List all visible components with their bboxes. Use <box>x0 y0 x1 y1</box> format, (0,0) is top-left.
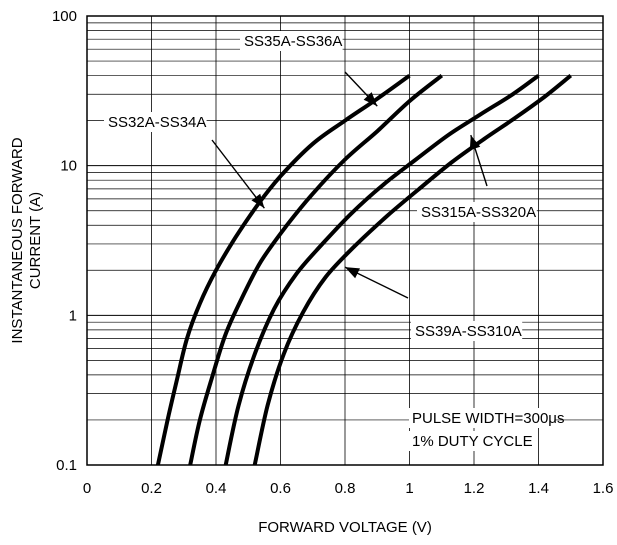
x-tick-label: 0.2 <box>141 480 162 497</box>
series-callouts: SS35A-SS36A SS32A-SS34A SS315A-SS320A SS39A… <box>104 31 564 451</box>
callout-arrow-head <box>363 92 378 107</box>
y-axis-label-line1: INSTANTANEOUS FORWARD <box>9 137 26 343</box>
y-tick-labels: 0.1 1 10 100 <box>52 8 77 474</box>
y-tick-label: 10 <box>60 158 77 175</box>
y-tick-label: 100 <box>52 8 77 25</box>
x-tick-labels: 0 0.2 0.4 0.6 0.8 1 1.2 1.4 1.6 <box>83 480 614 497</box>
x-tick-label: 1.2 <box>464 480 485 497</box>
callout-label: SS32A-SS34A <box>108 114 206 131</box>
callout-label-bg <box>411 321 523 341</box>
test-condition-note: PULSE WIDTH=300μs <box>412 410 564 427</box>
test-condition-note: 1% DUTY CYCLE <box>412 433 533 450</box>
x-tick-label: 0 <box>83 480 91 497</box>
series-line-4 <box>252 74 573 466</box>
x-tick-label: 0.4 <box>206 480 227 497</box>
x-tick-label: 1.4 <box>528 480 549 497</box>
series-line-1 <box>155 73 411 466</box>
series-group <box>155 73 573 466</box>
x-tick-label: 1.6 <box>593 480 614 497</box>
callout-arrow-head <box>345 267 360 279</box>
callout-arrow-line <box>211 139 265 209</box>
note-bg <box>409 431 522 451</box>
callout-label: SS39A-SS310A <box>415 323 522 340</box>
y-axis-label-line2: CURRENT (A) <box>27 192 44 289</box>
plot-frame <box>86 15 604 466</box>
callout-label-bg <box>417 202 537 222</box>
y-tick-label: 0.1 <box>56 457 77 474</box>
series-line-3 <box>223 73 540 466</box>
x-tick-label: 1 <box>405 480 413 497</box>
x-tick-label: 0.8 <box>335 480 356 497</box>
series-line-2 <box>188 74 444 466</box>
y-tick-label: 1 <box>69 307 77 324</box>
callout-label: SS35A-SS36A <box>244 33 342 50</box>
x-tick-label: 0.6 <box>270 480 291 497</box>
callout-label-bg <box>240 31 343 51</box>
callout-label-bg <box>104 112 207 132</box>
note-bg <box>409 408 555 428</box>
callout-label: SS315A-SS320A <box>421 204 536 221</box>
callout-arrow-head <box>469 135 481 151</box>
callout-arrow-head <box>251 193 265 209</box>
x-axis-label: FORWARD VOLTAGE (V) <box>258 519 432 536</box>
y-axis-label: INSTANTANEOUS FORWARD CURRENT (A) <box>9 137 44 343</box>
